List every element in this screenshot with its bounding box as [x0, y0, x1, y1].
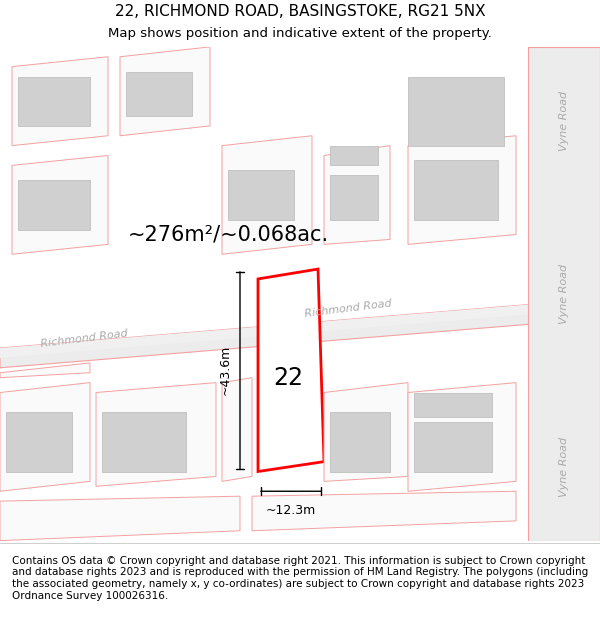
Polygon shape [228, 170, 294, 219]
Text: Richmond Road: Richmond Road [304, 298, 392, 319]
Polygon shape [0, 363, 90, 378]
Polygon shape [528, 47, 600, 541]
Polygon shape [252, 491, 516, 531]
Text: ~276m²/~0.068ac.: ~276m²/~0.068ac. [127, 224, 329, 244]
Polygon shape [408, 136, 516, 244]
Polygon shape [0, 382, 90, 491]
Polygon shape [408, 76, 504, 146]
Polygon shape [6, 412, 72, 471]
Polygon shape [330, 412, 390, 471]
Polygon shape [18, 76, 90, 126]
Text: ~12.3m: ~12.3m [266, 504, 316, 518]
Polygon shape [0, 496, 240, 541]
Polygon shape [96, 382, 216, 486]
Polygon shape [324, 146, 390, 244]
Text: 22, RICHMOND ROAD, BASINGSTOKE, RG21 5NX: 22, RICHMOND ROAD, BASINGSTOKE, RG21 5NX [115, 4, 485, 19]
Text: Map shows position and indicative extent of the property.: Map shows position and indicative extent… [108, 28, 492, 40]
Polygon shape [0, 299, 600, 368]
Polygon shape [414, 392, 492, 418]
Polygon shape [18, 180, 90, 229]
Text: Vyne Road: Vyne Road [559, 436, 569, 497]
Polygon shape [330, 175, 378, 219]
Polygon shape [330, 146, 378, 166]
Polygon shape [408, 382, 516, 491]
Text: Vyne Road: Vyne Road [559, 264, 569, 324]
Polygon shape [258, 269, 324, 471]
Polygon shape [12, 156, 108, 254]
Polygon shape [102, 412, 186, 471]
Polygon shape [324, 382, 408, 481]
Text: ~43.6m: ~43.6m [218, 345, 232, 396]
Polygon shape [12, 57, 108, 146]
Text: Richmond Road: Richmond Road [40, 328, 128, 349]
Text: Vyne Road: Vyne Road [559, 91, 569, 151]
Polygon shape [126, 71, 192, 116]
Text: Contains OS data © Crown copyright and database right 2021. This information is : Contains OS data © Crown copyright and d… [12, 556, 588, 601]
Polygon shape [222, 378, 252, 481]
Polygon shape [414, 161, 498, 219]
Polygon shape [120, 47, 210, 136]
Polygon shape [222, 136, 312, 254]
Polygon shape [414, 422, 492, 471]
Polygon shape [0, 299, 600, 358]
Text: 22: 22 [273, 366, 303, 390]
